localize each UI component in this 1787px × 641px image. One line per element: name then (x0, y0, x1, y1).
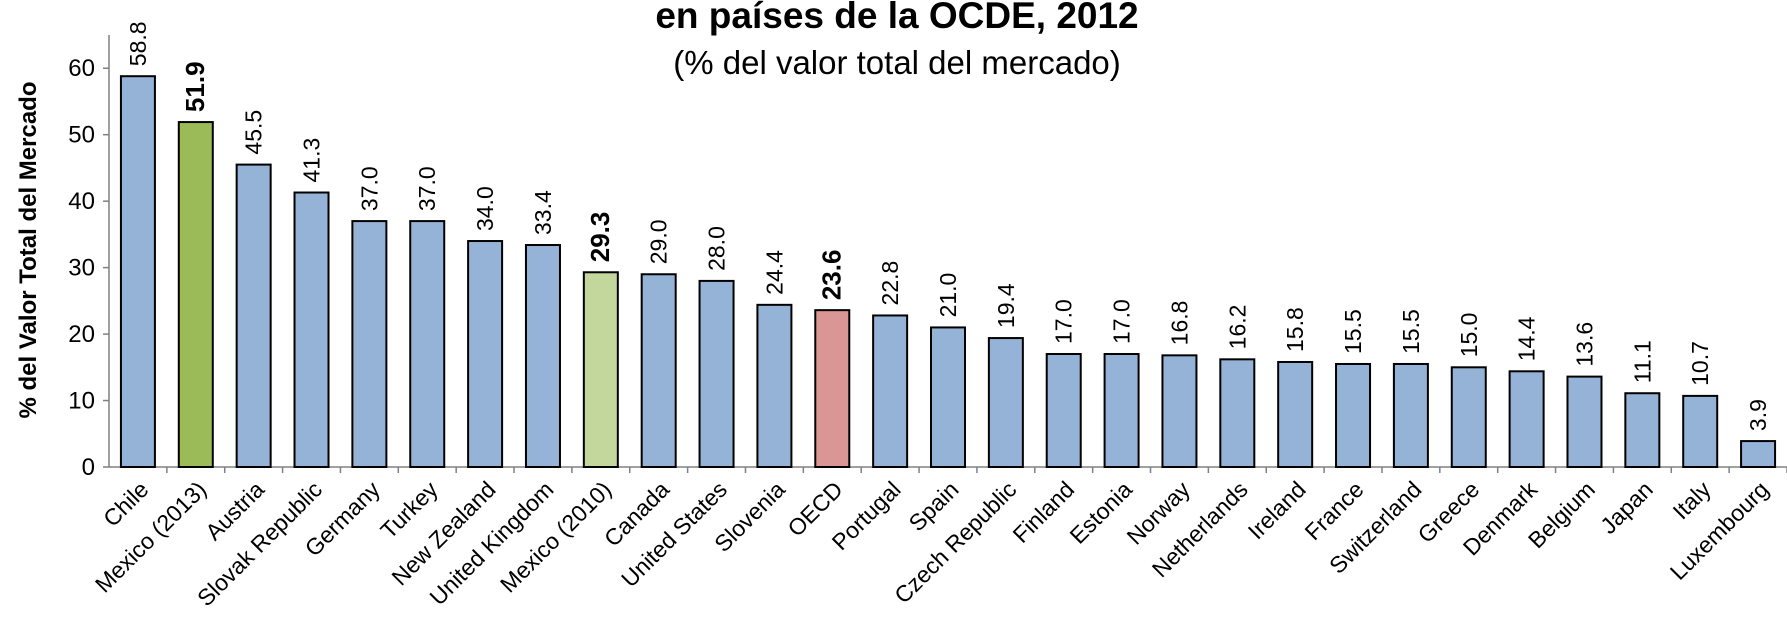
bar (1277, 360, 1314, 469)
value-label: 33.4 (530, 190, 556, 235)
bar (987, 337, 1024, 468)
y-tick-label: 40 (68, 188, 95, 215)
bar (930, 326, 966, 468)
value-label: 29.0 (646, 219, 672, 264)
value-label: 19.4 (993, 283, 1019, 328)
bar (177, 121, 214, 469)
bar (640, 273, 677, 468)
bar (1566, 375, 1603, 468)
x-tick-label: Estonia (1064, 476, 1137, 549)
bar (351, 220, 388, 468)
chart-subtitle: (% del valor total del mercado) (673, 44, 1121, 81)
bar (872, 314, 909, 468)
value-label: 28.0 (704, 226, 730, 271)
value-label: 41.3 (299, 138, 325, 183)
value-label: 24.4 (761, 250, 787, 295)
bar (1219, 358, 1256, 468)
y-tick-label: 50 (68, 122, 95, 149)
bar (1682, 394, 1719, 468)
value-label: 29.3 (585, 212, 615, 263)
bar (235, 163, 272, 468)
value-label: 10.7 (1687, 341, 1713, 386)
value-label: 3.9 (1745, 399, 1771, 431)
bar (1624, 392, 1661, 468)
x-tick-label: Italy (1668, 476, 1717, 525)
bar (1508, 370, 1545, 468)
value-label: 11.1 (1629, 340, 1655, 383)
value-label: 37.0 (356, 166, 382, 211)
chart-title: en países de la OCDE, 2012 (655, 0, 1138, 36)
value-label: 37.0 (414, 166, 440, 211)
bar (119, 75, 156, 469)
value-label: 45.5 (241, 110, 267, 155)
value-label: 34.0 (472, 186, 498, 231)
y-tick-label: 20 (68, 321, 95, 348)
bar (1450, 366, 1487, 468)
y-tick-label: 10 (68, 388, 95, 415)
value-label: 16.8 (1166, 301, 1192, 346)
bar (1045, 353, 1082, 468)
value-label: 23.6 (816, 250, 846, 301)
bar (1392, 362, 1429, 468)
value-label: 58.8 (125, 21, 151, 66)
bar (814, 309, 851, 468)
value-label: 17.0 (1051, 299, 1077, 344)
value-label: 15.5 (1340, 309, 1366, 354)
y-tick-label: 60 (68, 55, 95, 82)
value-label: 16.2 (1224, 305, 1250, 350)
y-tick-label: 0 (82, 454, 95, 481)
bar (1161, 354, 1198, 468)
bar (1335, 362, 1372, 468)
bar (1103, 353, 1140, 468)
value-label: 15.8 (1282, 307, 1308, 352)
bar (293, 191, 330, 468)
y-tick-label: 30 (68, 255, 95, 282)
x-tick-label: Ireland (1243, 476, 1311, 544)
value-label: 15.5 (1398, 309, 1424, 354)
x-tick-label: Finland (1008, 476, 1080, 548)
bar (524, 244, 561, 468)
value-label: 13.6 (1571, 322, 1597, 367)
bar (409, 220, 446, 468)
value-label: 22.8 (877, 261, 903, 306)
bar (1740, 440, 1777, 468)
value-label: 51.9 (180, 61, 210, 112)
bar (698, 279, 735, 468)
x-tick-label: Japan (1595, 476, 1658, 539)
value-label: 14.4 (1514, 316, 1540, 361)
bar (756, 303, 793, 468)
y-axis-label: % del Valor Total del Mercado (15, 82, 42, 419)
bar (467, 240, 504, 468)
bar (582, 271, 619, 469)
value-label: 21.0 (935, 273, 961, 318)
value-label: 15.0 (1456, 313, 1482, 358)
value-label: 17.0 (1109, 299, 1135, 344)
